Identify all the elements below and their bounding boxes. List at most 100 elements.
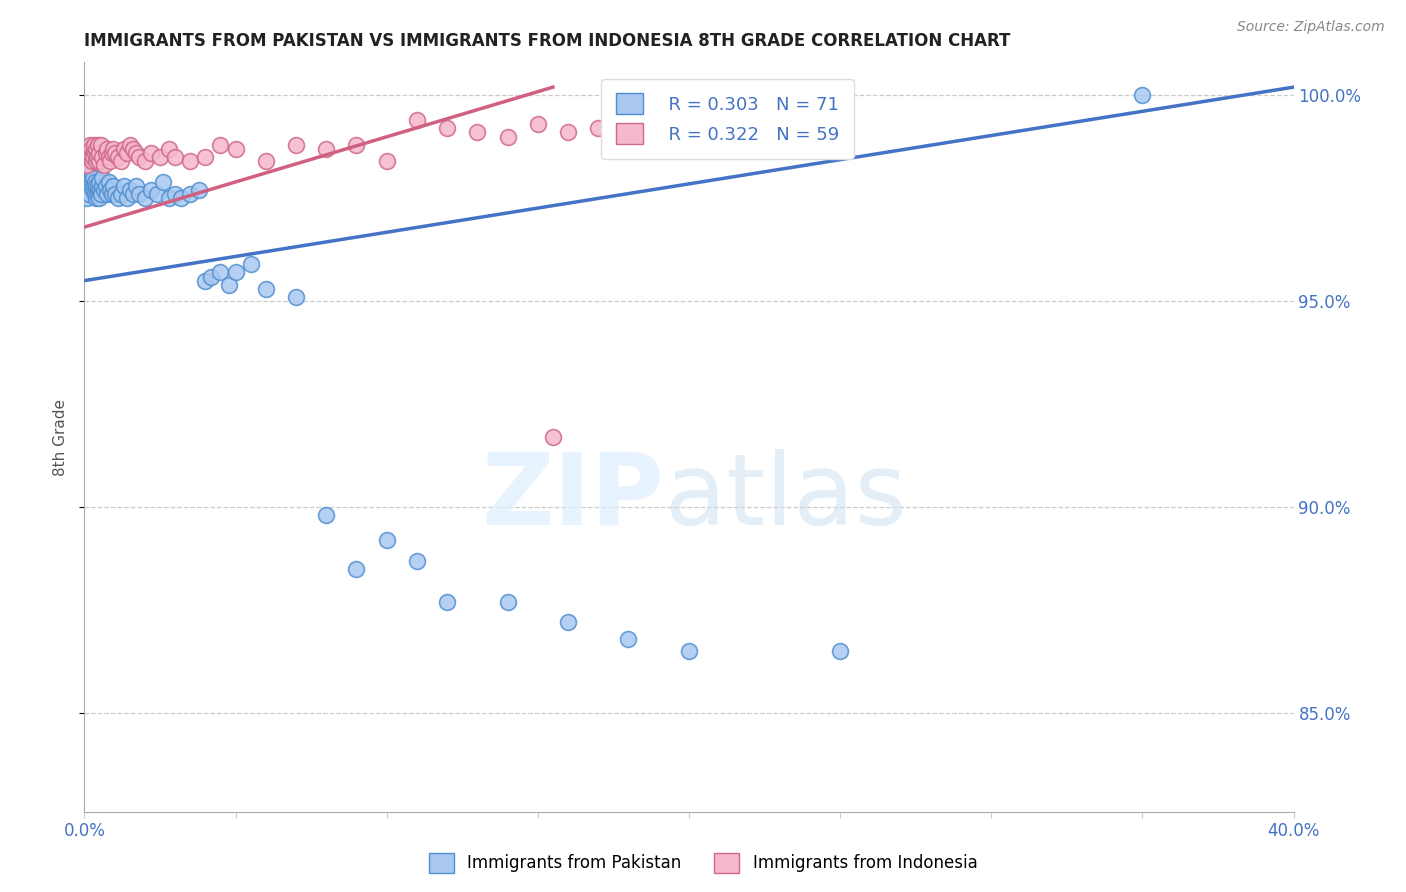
Point <box>107 191 129 205</box>
Point <box>165 187 187 202</box>
Point <box>165 150 187 164</box>
Point <box>79 175 101 189</box>
Point <box>118 183 141 197</box>
Point <box>76 191 98 205</box>
Point <box>125 146 148 161</box>
Point <box>104 187 127 202</box>
Point <box>128 150 150 164</box>
Point <box>678 644 700 658</box>
Point <box>84 146 107 161</box>
Point <box>346 562 368 576</box>
Point <box>77 170 100 185</box>
Point <box>375 533 398 547</box>
Point <box>375 154 398 169</box>
Point <box>209 137 232 152</box>
Point <box>225 265 247 279</box>
Point <box>89 183 111 197</box>
Point <box>79 162 101 177</box>
Point <box>285 290 308 304</box>
Point <box>86 183 108 197</box>
Point <box>83 187 105 202</box>
Point <box>83 178 105 193</box>
Point <box>179 154 201 169</box>
Point <box>110 187 132 202</box>
Point <box>90 137 112 152</box>
Point <box>496 595 519 609</box>
Point <box>97 150 120 164</box>
Text: Source: ZipAtlas.com: Source: ZipAtlas.com <box>1237 20 1385 34</box>
Point <box>80 167 103 181</box>
Point <box>112 178 135 193</box>
Point <box>194 150 217 164</box>
Point <box>115 146 138 161</box>
Point <box>139 183 162 197</box>
Point <box>170 191 193 205</box>
Text: atlas: atlas <box>665 449 907 546</box>
Point <box>90 187 112 202</box>
Point <box>87 154 110 169</box>
Point <box>406 113 429 128</box>
Point <box>496 129 519 144</box>
Point <box>467 125 489 139</box>
Point <box>86 142 108 156</box>
Point <box>94 146 117 161</box>
Point <box>104 146 127 161</box>
Point <box>121 142 143 156</box>
Point <box>86 150 108 164</box>
Point <box>157 142 180 156</box>
Point <box>157 191 180 205</box>
Point <box>77 167 100 181</box>
Point <box>541 430 564 444</box>
Point <box>617 632 640 646</box>
Point <box>115 191 138 205</box>
Point <box>87 175 110 189</box>
Point <box>94 178 117 193</box>
Point <box>96 142 118 156</box>
Point <box>436 595 458 609</box>
Point <box>527 117 550 131</box>
Point <box>76 162 98 177</box>
Point <box>87 137 110 152</box>
Point <box>436 121 458 136</box>
Legend: Immigrants from Pakistan, Immigrants from Indonesia: Immigrants from Pakistan, Immigrants fro… <box>422 847 984 880</box>
Point <box>118 137 141 152</box>
Point <box>98 183 121 197</box>
Point <box>97 175 120 189</box>
Point <box>588 121 610 136</box>
Legend:   R = 0.303   N = 71,   R = 0.322   N = 59: R = 0.303 N = 71, R = 0.322 N = 59 <box>602 79 853 159</box>
Point <box>77 187 100 202</box>
Point <box>79 137 101 152</box>
Point <box>239 257 262 271</box>
Point <box>100 187 122 202</box>
Point <box>80 178 103 193</box>
Point <box>112 142 135 156</box>
Point <box>96 187 118 202</box>
Point <box>93 158 115 172</box>
Point <box>82 146 104 161</box>
Point <box>406 553 429 567</box>
Point <box>315 508 337 523</box>
Point <box>225 142 247 156</box>
Point <box>128 187 150 202</box>
Point <box>83 137 105 152</box>
Point <box>346 137 368 152</box>
Point <box>121 187 143 202</box>
Point <box>80 142 103 156</box>
Point <box>285 137 308 152</box>
Point <box>79 146 101 161</box>
Point <box>218 277 240 292</box>
Point <box>146 187 169 202</box>
Point <box>254 282 277 296</box>
Point <box>76 158 98 172</box>
Point <box>557 125 579 139</box>
Point <box>134 191 156 205</box>
Point <box>188 183 211 197</box>
Point <box>86 187 108 202</box>
Point <box>209 265 232 279</box>
Point <box>617 113 640 128</box>
Point <box>82 175 104 189</box>
Point <box>77 142 100 156</box>
Point <box>89 191 111 205</box>
Point <box>82 170 104 185</box>
Point <box>149 150 172 164</box>
